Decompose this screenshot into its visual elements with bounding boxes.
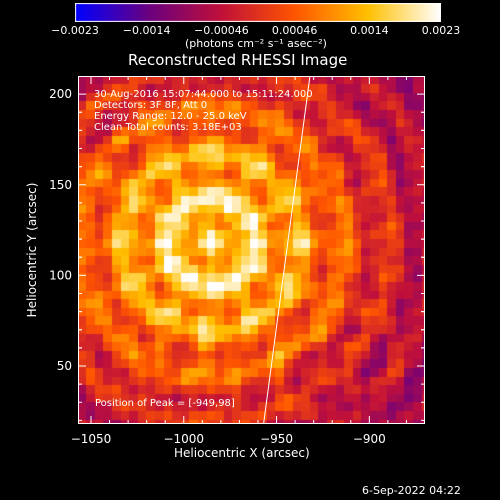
annotation-block: 30-Aug-2016 15:07:44.000 to 15:11:24.000… <box>94 89 313 133</box>
colorbar-tick-label: −0.0014 <box>122 24 171 37</box>
colorbar <box>75 3 441 22</box>
colorbar-tick-label: −0.00046 <box>194 24 249 37</box>
colorbar-tick-label: 0.0014 <box>350 24 389 37</box>
peak-label: Position of Peak = [-949,98] <box>95 398 235 409</box>
y-tick-label: 50 <box>57 359 72 373</box>
colorbar-ticks: −0.0023 −0.0014 −0.00046 0.00046 0.0014 0.002… <box>0 0 500 60</box>
colorbar-tick-label: 0.0023 <box>421 24 461 37</box>
footer-date: 6-Sep-2022 04:22 <box>362 484 461 497</box>
limb-line <box>263 75 311 425</box>
annotation-detectors: Detectors: 3F 8F, Att 0 <box>94 100 208 111</box>
x-tick-label: −1050 <box>71 432 112 446</box>
y-axis-label: Heliocentric Y (arcsec) <box>25 182 39 318</box>
x-tick-label: −950 <box>260 432 293 446</box>
colorbar-tick-label: 0.00046 <box>271 24 318 37</box>
chart-title: Reconstructed RHESSI Image <box>128 51 348 69</box>
x-tick-label: −1000 <box>163 432 204 446</box>
annotation-energy: Energy Range: 12.0 - 25.0 keV <box>94 111 247 122</box>
colorbar-units: (photons cm⁻² s⁻¹ asec⁻²) <box>185 37 327 50</box>
annotation-time: 30-Aug-2016 15:07:44.000 to 15:11:24.000 <box>94 89 313 100</box>
plot-frame <box>78 76 425 424</box>
y-tick-label: 100 <box>49 268 72 282</box>
colorbar-tick-label: −0.0023 <box>51 24 99 37</box>
heatmap-image <box>78 76 425 424</box>
y-tick-label: 200 <box>49 87 72 101</box>
y-tick-label: 150 <box>49 178 72 192</box>
x-axis-label: Heliocentric X (arcsec) <box>174 446 310 460</box>
annotation-counts: Clean Total counts: 3.18E+03 <box>94 122 242 133</box>
x-tick-label: −900 <box>353 432 386 446</box>
